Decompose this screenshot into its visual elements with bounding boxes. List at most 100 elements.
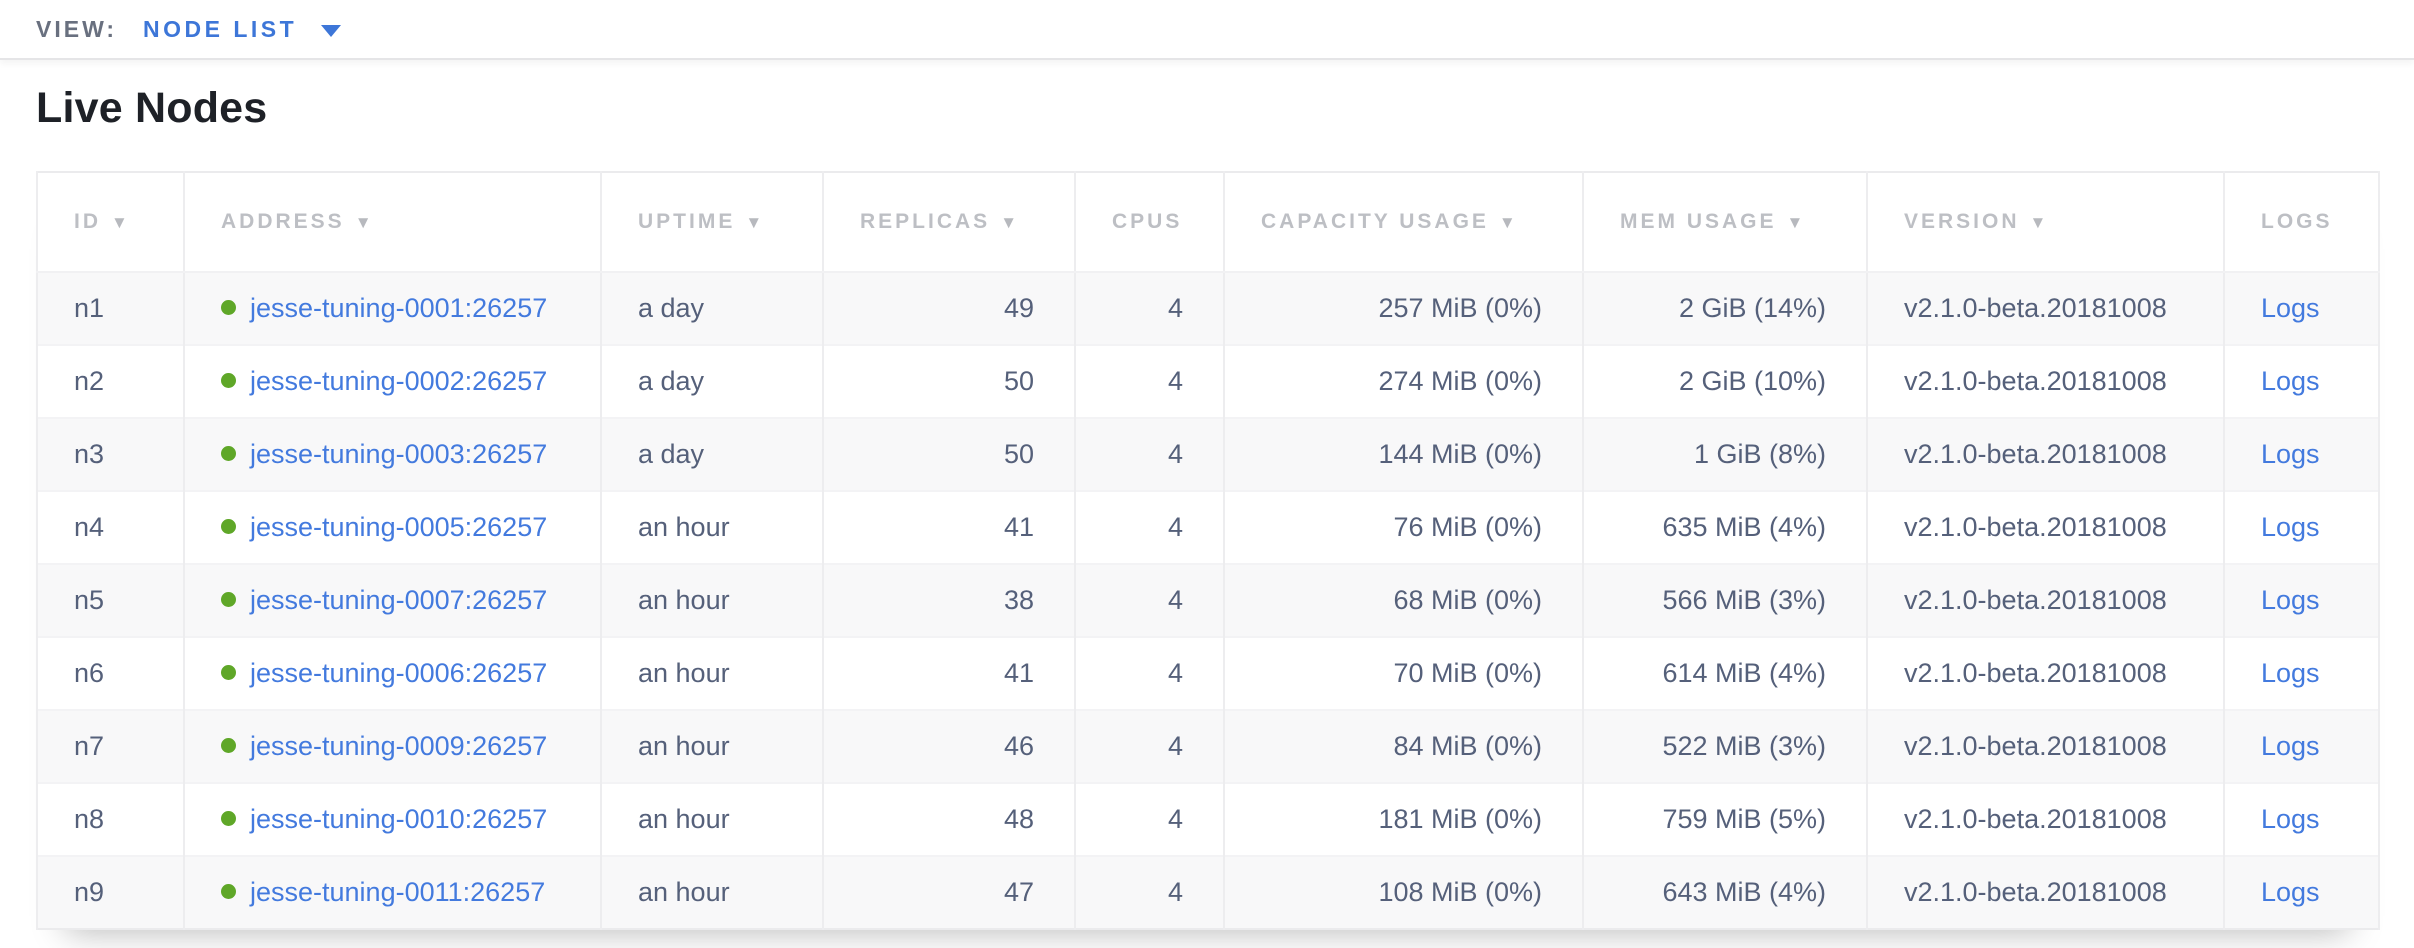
- node-address-link[interactable]: jesse-tuning-0005:26257: [250, 512, 548, 542]
- logs-link[interactable]: Logs: [2261, 877, 2320, 907]
- node-id: n9: [74, 877, 105, 907]
- cell-cpus: 4: [1074, 856, 1225, 929]
- node-uptime: a day: [638, 366, 705, 396]
- cell-address: jesse-tuning-0010:26257: [183, 783, 602, 856]
- node-cpus: 4: [1167, 366, 1183, 396]
- cell-capacity-usage: 70 MiB (0%): [1223, 637, 1584, 710]
- cell-uptime: an hour: [600, 710, 824, 783]
- node-uptime: an hour: [638, 731, 730, 761]
- node-capacity-usage: 108 MiB (0%): [1378, 877, 1542, 907]
- cell-replicas: 50: [822, 418, 1076, 491]
- node-mem-usage: 2 GiB (10%): [1678, 366, 1826, 396]
- column-header-label: CAPACITY USAGE: [1261, 210, 1489, 233]
- cell-replicas: 48: [822, 783, 1076, 856]
- cell-version: v2.1.0-beta.20181008: [1866, 491, 2225, 564]
- table-row: n3 jesse-tuning-0003:26257 a day 50 4 14…: [36, 418, 2380, 491]
- cell-mem-usage: 759 MiB (5%): [1582, 783, 1868, 856]
- cell-mem-usage: 1 GiB (8%): [1582, 418, 1868, 491]
- node-address-link[interactable]: jesse-tuning-0010:26257: [250, 804, 548, 834]
- node-live-status-icon: [221, 884, 236, 899]
- cell-uptime: a day: [600, 418, 824, 491]
- sort-descending-icon: ▼: [1000, 213, 1021, 232]
- node-address-link[interactable]: jesse-tuning-0003:26257: [250, 439, 548, 469]
- node-cpus: 4: [1167, 512, 1183, 542]
- node-mem-usage: 635 MiB (4%): [1662, 512, 1826, 542]
- cell-capacity-usage: 257 MiB (0%): [1223, 272, 1584, 345]
- node-capacity-usage: 70 MiB (0%): [1393, 658, 1542, 688]
- column-header-id[interactable]: ID ▼: [36, 172, 185, 273]
- cell-version: v2.1.0-beta.20181008: [1866, 345, 2225, 418]
- cell-node-id: n8: [36, 783, 185, 856]
- cell-uptime: an hour: [600, 783, 824, 856]
- table-row: n4 jesse-tuning-0005:26257 an hour 41 4 …: [36, 491, 2380, 564]
- node-replicas: 50: [1003, 366, 1034, 396]
- cell-replicas: 47: [822, 856, 1076, 929]
- node-mem-usage: 2 GiB (14%): [1678, 293, 1826, 323]
- logs-link[interactable]: Logs: [2261, 731, 2320, 761]
- logs-link[interactable]: Logs: [2261, 804, 2320, 834]
- node-live-status-icon: [221, 446, 236, 461]
- logs-link[interactable]: Logs: [2261, 293, 2320, 323]
- node-id: n7: [74, 731, 105, 761]
- logs-link[interactable]: Logs: [2261, 585, 2320, 615]
- logs-link[interactable]: Logs: [2261, 512, 2320, 542]
- cell-logs: Logs: [2223, 710, 2380, 783]
- column-header-label: VERSION: [1904, 210, 2020, 233]
- cell-cpus: 4: [1074, 783, 1225, 856]
- cell-capacity-usage: 274 MiB (0%): [1223, 345, 1584, 418]
- column-header-label: ADDRESS: [221, 210, 345, 233]
- column-header-uptime[interactable]: UPTIME ▼: [600, 172, 824, 273]
- column-header-address[interactable]: ADDRESS ▼: [183, 172, 602, 273]
- sort-descending-icon: ▼: [745, 213, 766, 232]
- cell-mem-usage: 522 MiB (3%): [1582, 710, 1868, 783]
- node-id: n5: [74, 585, 105, 615]
- node-uptime: an hour: [638, 804, 730, 834]
- cell-address: jesse-tuning-0003:26257: [183, 418, 602, 491]
- cell-cpus: 4: [1074, 710, 1225, 783]
- cell-cpus: 4: [1074, 491, 1225, 564]
- node-address-link[interactable]: jesse-tuning-0006:26257: [250, 658, 548, 688]
- table-row: n6 jesse-tuning-0006:26257 an hour 41 4 …: [36, 637, 2380, 710]
- node-cpus: 4: [1167, 731, 1183, 761]
- sort-descending-icon: ▼: [1498, 213, 1519, 232]
- node-capacity-usage: 68 MiB (0%): [1393, 585, 1542, 615]
- node-version: v2.1.0-beta.20181008: [1904, 804, 2167, 834]
- node-id: n8: [74, 804, 105, 834]
- table-row: n5 jesse-tuning-0007:26257 an hour 38 4 …: [36, 564, 2380, 637]
- cell-logs: Logs: [2223, 418, 2380, 491]
- cell-cpus: 4: [1074, 345, 1225, 418]
- column-header-capacity[interactable]: CAPACITY USAGE ▼: [1223, 172, 1584, 273]
- node-replicas: 48: [1003, 804, 1034, 834]
- node-id: n1: [74, 293, 105, 323]
- node-address-link[interactable]: jesse-tuning-0011:26257: [250, 877, 546, 907]
- node-address-link[interactable]: jesse-tuning-0007:26257: [250, 585, 548, 615]
- node-cpus: 4: [1167, 439, 1183, 469]
- table-row: n1 jesse-tuning-0001:26257 a day 49 4 25…: [36, 272, 2380, 345]
- node-version: v2.1.0-beta.20181008: [1904, 877, 2167, 907]
- node-live-status-icon: [221, 300, 236, 315]
- logs-link[interactable]: Logs: [2261, 439, 2320, 469]
- column-header-replicas[interactable]: REPLICAS ▼: [822, 172, 1076, 273]
- node-cpus: 4: [1167, 293, 1183, 323]
- column-header-mem[interactable]: MEM USAGE ▼: [1582, 172, 1868, 273]
- node-address-link[interactable]: jesse-tuning-0002:26257: [250, 366, 548, 396]
- cell-capacity-usage: 108 MiB (0%): [1223, 856, 1584, 929]
- view-selector[interactable]: NODE LIST: [143, 16, 342, 43]
- sort-descending-icon: ▼: [1786, 213, 1807, 232]
- cell-mem-usage: 2 GiB (10%): [1582, 345, 1868, 418]
- cell-version: v2.1.0-beta.20181008: [1866, 418, 2225, 491]
- column-header-version[interactable]: VERSION ▼: [1866, 172, 2225, 273]
- sort-descending-icon: ▼: [354, 213, 375, 232]
- node-replicas: 41: [1003, 658, 1034, 688]
- cell-replicas: 41: [822, 637, 1076, 710]
- node-uptime: an hour: [638, 512, 730, 542]
- logs-link[interactable]: Logs: [2261, 658, 2320, 688]
- sort-descending-icon: ▼: [111, 213, 131, 232]
- node-cpus: 4: [1167, 658, 1183, 688]
- node-address-link[interactable]: jesse-tuning-0009:26257: [250, 731, 548, 761]
- node-live-status-icon: [221, 665, 236, 680]
- cell-logs: Logs: [2223, 345, 2380, 418]
- node-replicas: 50: [1003, 439, 1034, 469]
- node-address-link[interactable]: jesse-tuning-0001:26257: [250, 293, 548, 323]
- logs-link[interactable]: Logs: [2261, 366, 2320, 396]
